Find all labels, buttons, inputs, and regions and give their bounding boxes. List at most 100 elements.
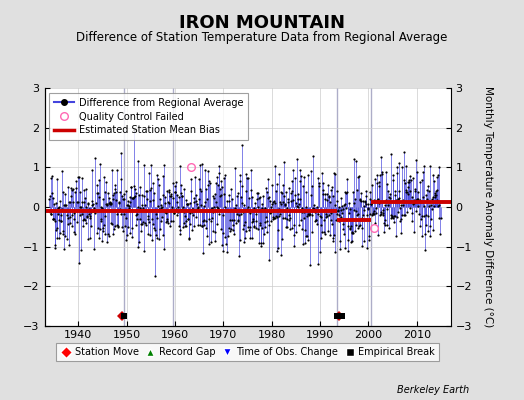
Point xyxy=(82,186,90,192)
Point xyxy=(231,205,239,212)
Point xyxy=(172,205,180,212)
Point xyxy=(64,184,72,190)
Point xyxy=(343,248,352,254)
Point xyxy=(373,171,381,178)
Point xyxy=(416,222,424,229)
Point xyxy=(418,176,426,183)
Point xyxy=(355,223,363,230)
Point xyxy=(269,214,277,221)
Point xyxy=(350,206,358,213)
Point xyxy=(340,230,348,237)
Point xyxy=(353,225,362,231)
Point xyxy=(411,186,419,192)
Point xyxy=(192,214,201,220)
Point xyxy=(229,208,237,214)
Point xyxy=(301,227,309,233)
Point xyxy=(70,229,79,235)
Point xyxy=(209,193,217,199)
Point xyxy=(345,200,353,206)
Point xyxy=(219,230,227,236)
Point xyxy=(215,186,224,192)
Point xyxy=(284,199,292,205)
Point xyxy=(365,232,374,239)
Point xyxy=(178,206,187,212)
Point xyxy=(120,196,128,202)
Point xyxy=(112,197,120,204)
Point xyxy=(171,189,179,195)
Point xyxy=(285,216,293,223)
Point xyxy=(47,174,55,181)
Point xyxy=(354,174,363,180)
Point xyxy=(294,196,302,202)
Point xyxy=(301,189,310,195)
Point xyxy=(423,196,431,202)
Point xyxy=(76,204,84,210)
Point xyxy=(343,176,351,182)
Point xyxy=(228,195,236,202)
Point xyxy=(86,222,95,229)
Point xyxy=(315,183,323,190)
Point xyxy=(436,198,444,205)
Point xyxy=(241,219,249,226)
Point xyxy=(425,203,433,210)
Point xyxy=(422,212,430,218)
Point xyxy=(402,163,410,170)
Point xyxy=(217,226,225,232)
Point xyxy=(240,221,248,228)
Point xyxy=(341,245,349,252)
Point xyxy=(202,186,210,192)
Point xyxy=(53,235,61,241)
Point xyxy=(402,189,410,196)
Legend: Station Move, Record Gap, Time of Obs. Change, Empirical Break: Station Move, Record Gap, Time of Obs. C… xyxy=(56,343,439,361)
Point xyxy=(274,226,282,233)
Point xyxy=(285,184,293,191)
Point xyxy=(319,180,327,186)
Point xyxy=(391,188,400,194)
Point xyxy=(348,238,356,244)
Point xyxy=(293,203,301,210)
Point xyxy=(147,162,155,168)
Point xyxy=(90,206,99,213)
Point xyxy=(211,229,219,235)
Point xyxy=(362,193,370,199)
Point xyxy=(232,201,240,208)
Point xyxy=(47,211,56,217)
Point xyxy=(130,194,138,200)
Point xyxy=(330,232,338,238)
Point xyxy=(339,226,347,233)
Point xyxy=(52,224,61,231)
Point xyxy=(163,218,171,224)
Point xyxy=(126,194,135,201)
Point xyxy=(312,206,320,213)
Point xyxy=(365,188,374,195)
Point xyxy=(81,217,89,223)
Point xyxy=(391,197,400,204)
Point xyxy=(108,167,116,174)
Point xyxy=(238,208,247,215)
Point xyxy=(86,214,94,221)
Point xyxy=(238,183,247,189)
Point xyxy=(65,242,73,248)
Point xyxy=(308,229,316,235)
Point xyxy=(416,179,424,186)
Point xyxy=(264,176,272,182)
Point xyxy=(59,228,67,234)
Point xyxy=(156,226,164,232)
Point xyxy=(382,169,390,176)
Point xyxy=(192,192,200,198)
Point xyxy=(88,202,96,208)
Point xyxy=(423,187,431,193)
Point xyxy=(410,229,419,236)
Point xyxy=(416,197,424,204)
Point xyxy=(207,218,215,224)
Point xyxy=(68,212,77,218)
Point xyxy=(166,223,174,229)
Point xyxy=(85,206,93,212)
Point xyxy=(64,199,73,205)
Point xyxy=(117,150,126,156)
Point xyxy=(88,198,96,204)
Point xyxy=(282,224,291,230)
Point xyxy=(428,206,436,212)
Point xyxy=(108,196,117,202)
Point xyxy=(181,223,189,229)
